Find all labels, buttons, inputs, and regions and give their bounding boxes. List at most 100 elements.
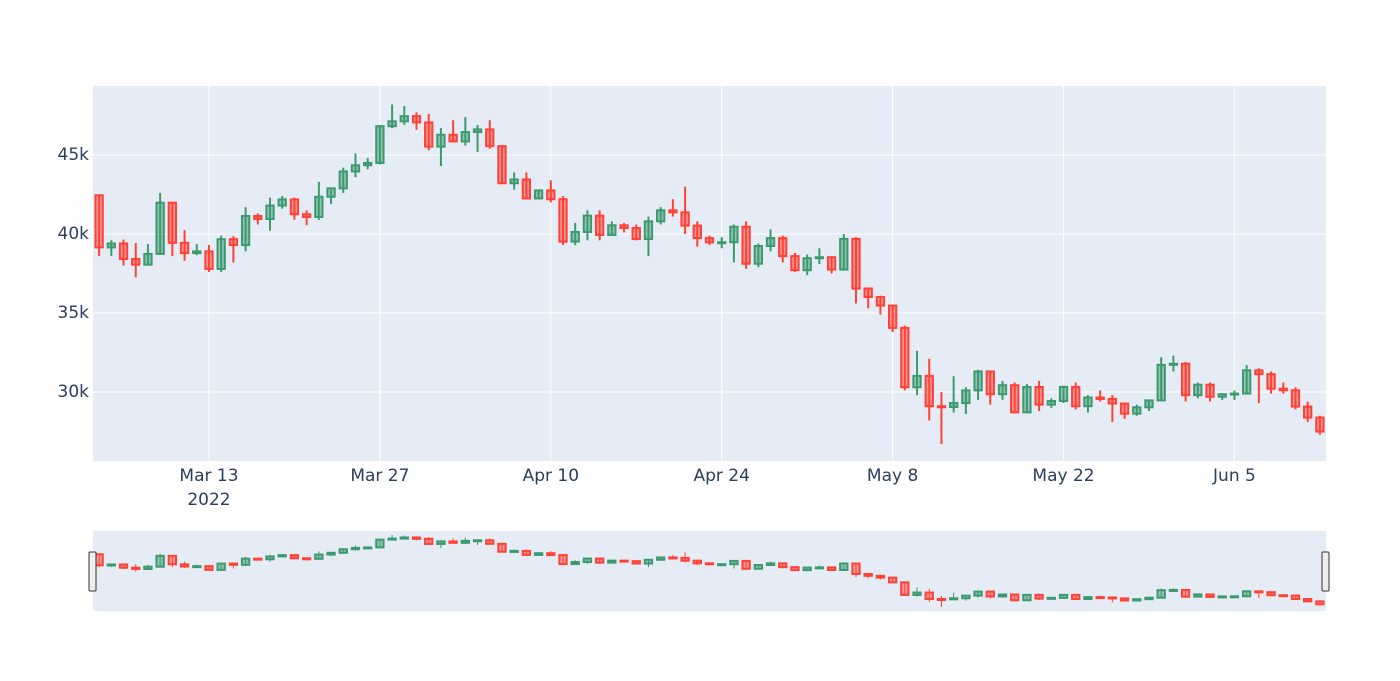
slider-body [1303,598,1313,603]
slider-body [546,552,556,557]
slider-body [619,559,629,563]
candle-body [521,178,532,200]
slider-body [1278,594,1288,598]
candle-body [1132,406,1142,415]
candle-body [167,201,178,244]
candle-body [1083,396,1093,408]
slider-body [1010,593,1020,602]
candle-body [424,121,434,148]
slider-body [948,597,959,601]
candle-body [1071,385,1081,408]
candle-body [1229,392,1240,396]
slider-body [912,591,922,596]
candle-body [1315,416,1325,433]
candle-body [948,402,959,409]
slider-body [106,563,116,567]
slider-body [1315,600,1325,606]
slider-handle[interactable] [88,551,97,592]
slider-body [509,549,519,553]
candle-body [472,128,483,134]
slider-body [1168,588,1179,592]
candle-body [1058,385,1069,403]
candle-body [839,237,849,271]
x-tick-label: Mar 27 [350,466,409,486]
slider-body [399,536,409,540]
slider-body [533,552,544,556]
slider-body [192,565,202,569]
x-tick-label: Mar 13 [179,466,238,486]
candle-body [1022,385,1032,414]
candle-body [765,237,776,248]
x-tick-label: Apr 24 [693,466,749,486]
candle-body [1241,369,1252,395]
slider-body [448,540,458,544]
candle-body [704,237,715,244]
slider-body [1217,595,1227,599]
slider-body [289,554,300,560]
candle-body [375,125,385,164]
slider-body [118,563,129,569]
slider-body [643,558,654,565]
candle-body [1095,396,1105,400]
slider-body [1071,593,1081,600]
slider-body [179,563,190,568]
slider-body [387,537,397,541]
candle-body [1107,397,1118,405]
slider-body [1144,596,1154,601]
candle-body [619,224,629,229]
slider-body [1241,590,1252,598]
slider-body [155,554,165,568]
candle-body [1119,402,1130,415]
slider-handle[interactable] [1321,551,1330,592]
slider-body [228,562,239,566]
slider-body [607,559,617,564]
y-tick-label: 40k [58,224,90,244]
slider-body [863,573,873,577]
candle-body [1034,385,1044,406]
slider-body [143,565,153,570]
candle-body [985,370,995,396]
candle-body [1217,393,1227,398]
candle-body [228,238,239,247]
candle-body [790,255,800,272]
candle-body [106,242,116,249]
slider-body [924,591,934,600]
slider-body [314,553,324,560]
slider-body [1180,588,1191,598]
slider-body [1205,593,1215,598]
candle-body [717,241,727,245]
candle-body [411,115,422,124]
slider-body [961,594,971,600]
slider-body [1254,590,1264,594]
candle-body [253,214,263,220]
y-tick-label: 30k [58,382,90,402]
slider-body [338,548,348,554]
y-tick-label: 45k [58,145,90,165]
slider-body [521,549,532,556]
slider-body [204,565,214,571]
slider-body [753,564,763,570]
candle-body [1254,369,1264,376]
slider-body [997,593,1008,598]
candle-body [509,178,519,185]
slider-body [326,551,336,556]
slider-body [717,563,727,567]
candle-body [973,370,983,392]
candle-body [289,198,300,216]
slider-body [472,539,483,543]
slider-body [1058,593,1069,599]
candle-body [1193,383,1203,397]
candle-body [143,252,153,266]
candle-body [1156,363,1166,402]
candle-body [936,405,947,409]
slider-body [656,556,666,561]
candle-body [436,133,446,148]
candle-body [1278,387,1288,392]
slider-body [851,562,861,576]
slider-body [1290,594,1301,601]
slider-body [1095,596,1105,600]
slider-body [265,555,275,561]
slider-body [1193,593,1203,598]
slider-body [582,557,593,564]
